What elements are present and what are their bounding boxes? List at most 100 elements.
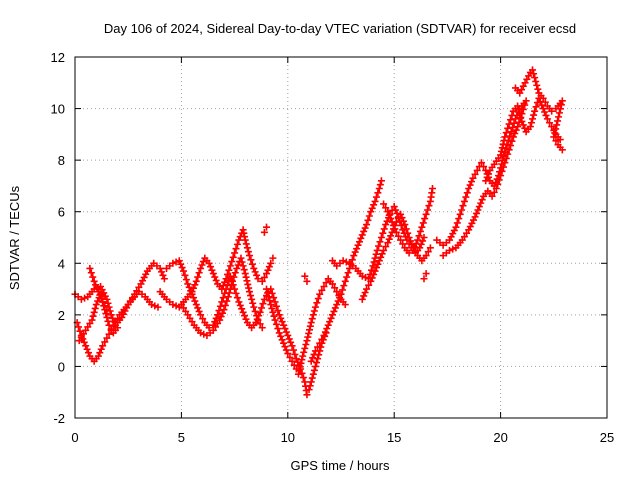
data-point [256, 308, 264, 316]
data-point [284, 350, 292, 358]
data-point [288, 342, 296, 350]
data-point [277, 314, 285, 322]
data-point [341, 301, 349, 309]
data-point [297, 359, 305, 367]
data-point [453, 219, 461, 227]
data-point [282, 328, 290, 336]
data-point [497, 147, 505, 155]
x-axis-label: GPS time / hours [291, 458, 390, 473]
data-point [421, 215, 429, 223]
data-point [105, 330, 113, 338]
data-point [87, 269, 95, 277]
data-point [177, 260, 185, 268]
data-point [307, 357, 315, 365]
data-point [368, 204, 376, 212]
data-point [499, 140, 507, 148]
data-point [264, 289, 272, 297]
data-point [507, 116, 515, 124]
data-point [404, 229, 412, 237]
data-point [195, 307, 203, 315]
data-point [498, 144, 506, 152]
data-point [300, 348, 308, 356]
data-point [469, 174, 477, 182]
data-point [313, 359, 321, 367]
data-point [354, 241, 362, 249]
data-point [492, 185, 500, 193]
data-point [558, 97, 566, 105]
data-point [471, 213, 479, 221]
data-point [377, 177, 385, 185]
data-point [272, 320, 280, 328]
data-point [384, 208, 392, 216]
data-point [418, 223, 426, 231]
data-point [412, 240, 420, 248]
data-point [267, 301, 275, 309]
data-point [344, 269, 352, 277]
data-point [253, 312, 261, 320]
data-point [511, 129, 519, 137]
data-point [380, 200, 388, 208]
data-point [515, 106, 523, 114]
data-point [284, 331, 292, 339]
data-point [242, 273, 250, 281]
data-point [488, 192, 496, 200]
data-point [555, 109, 563, 117]
data-point [184, 280, 192, 288]
data-point [411, 243, 419, 251]
y-tick-label: 6 [58, 205, 65, 220]
data-point [516, 110, 524, 118]
data-point [380, 225, 388, 233]
data-point [504, 124, 512, 132]
data-point [154, 303, 162, 311]
data-point [353, 245, 361, 253]
data-point [307, 319, 315, 327]
data-point [258, 324, 266, 332]
data-point [264, 266, 272, 274]
data-point [250, 264, 258, 272]
data-point [507, 128, 515, 136]
data-point [305, 329, 313, 337]
data-point [375, 242, 383, 250]
data-point [542, 111, 550, 119]
data-point [377, 234, 385, 241]
data-point [99, 342, 107, 350]
data-point [340, 282, 348, 290]
data-point [237, 254, 245, 262]
data-point [456, 210, 464, 218]
data-point [278, 336, 286, 344]
data-point [114, 315, 122, 323]
data-point [477, 199, 485, 207]
data-point [382, 243, 390, 251]
data-point [474, 206, 482, 214]
data-point [274, 307, 282, 315]
data-point [519, 121, 527, 129]
x-tick-label: 15 [387, 430, 401, 445]
data-point [449, 245, 457, 253]
data-point [425, 202, 433, 210]
data-point [244, 248, 252, 256]
data-point [84, 349, 92, 357]
data-point [490, 188, 498, 196]
data-point [254, 275, 262, 283]
data-point [508, 111, 516, 119]
data-point [358, 272, 366, 280]
data-point [558, 146, 566, 154]
axis-ticks [74, 56, 608, 419]
data-point [92, 301, 100, 309]
data-point [546, 119, 554, 127]
data-point [500, 137, 508, 145]
data-point [272, 302, 280, 310]
y-tick-label: 0 [58, 359, 65, 374]
data-point [422, 270, 430, 278]
data-point [198, 261, 206, 269]
y-tick-label: 2 [58, 308, 65, 323]
data-point [342, 258, 350, 266]
data-point [107, 325, 115, 333]
data-point [367, 208, 375, 216]
data-point [473, 166, 481, 174]
data-point [88, 316, 96, 324]
data-point [230, 273, 238, 281]
data-point [514, 102, 522, 110]
data-point [99, 298, 107, 306]
data-point [194, 304, 202, 312]
